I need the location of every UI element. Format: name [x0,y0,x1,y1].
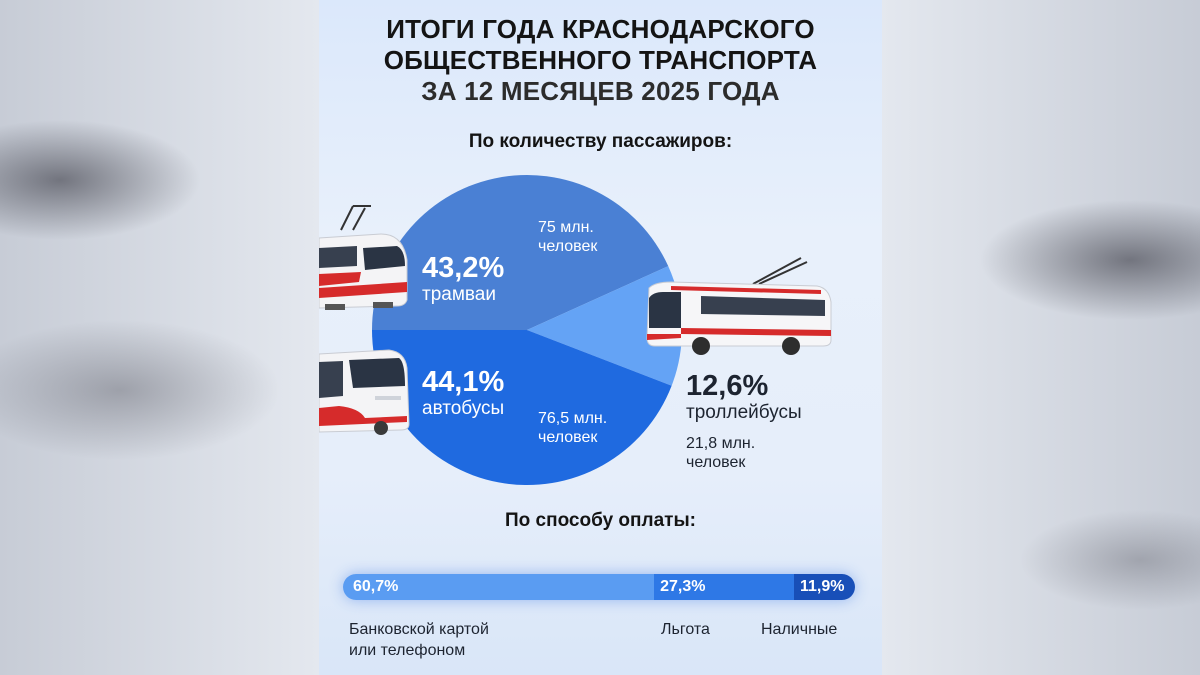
slice-label-bus: 44,1% автобусы [422,366,504,420]
trolleybus-category: троллейбусы [686,402,802,423]
bus-count: 76,5 млн. человек [538,409,607,447]
bus-icon [319,349,410,435]
bus-count-line2: человек [538,429,598,446]
trolleybus-count: 21,8 млн. человек [686,434,755,472]
trolleybus-icon [646,257,832,355]
title-line-1: ИТОГИ ГОДА КРАСНОДАРСКОГО [386,14,815,44]
pie-slices [371,174,682,485]
page-title: ИТОГИ ГОДА КРАСНОДАРСКОГО ОБЩЕСТВЕННОГО … [319,14,882,107]
infographic-card: ИТОГИ ГОДА КРАСНОДАРСКОГО ОБЩЕСТВЕННОГО … [319,0,882,675]
tram-count-line1: 75 млн. [538,219,594,236]
payment-segment-cash: 11,9% [794,574,855,600]
title-line-3: ЗА 12 МЕСЯЦЕВ 2025 ГОДА [421,76,780,106]
payment-segment-benefit: 27,3% [654,574,794,600]
pie-slice-trolleybus [527,266,682,386]
payment-label-cash: Наличные [761,621,838,638]
payment-label-card-line2: или телефоном [349,642,466,659]
slice-label-tram: 43,2% трамваи [422,252,504,306]
trolleybus-count-line1: 21,8 млн. [686,435,756,452]
slice-label-trolleybus: 12,6% троллейбусы [686,370,802,424]
pie-slice-tram [372,174,669,330]
payment-label-card: Банковской картой или телефоном [349,619,489,661]
bus-percent: 44,1% [422,366,505,398]
tram-count: 75 млн. человек [538,218,597,256]
payment-segment-card-value: 60,7% [353,578,399,595]
tram-icon [319,205,408,310]
tram-percent: 43,2% [422,252,505,284]
passengers-heading: По количеству пассажиров: [468,131,733,152]
pie-slice-bus [371,330,672,485]
trolleybus-count-line2: человек [686,454,746,471]
payment-label-card-line1: Банковской картой [349,621,489,638]
trolleybus-percent: 12,6% [686,370,769,402]
payment-segment-cash-value: 11,9% [800,578,845,595]
passengers-pie-chart [371,174,682,485]
tram-count-line2: человек [538,238,598,255]
blurred-background-right [880,0,1200,675]
blurred-background-left [0,0,320,675]
payment-segment-card: 60,7% [343,574,655,600]
payment-stacked-bar: 60,7% 27,3% 11,9% [343,574,855,600]
tram-category: трамваи [422,284,496,305]
bus-count-line1: 76,5 млн. [538,410,608,427]
payment-heading: По способу оплаты: [504,510,697,531]
payment-label-benefit: Льгота [661,621,710,638]
bus-category: автобусы [422,398,505,419]
payment-segment-benefit-value: 27,3% [660,578,706,595]
title-line-2: ОБЩЕСТВЕННОГО ТРАНСПОРТА [383,45,818,75]
